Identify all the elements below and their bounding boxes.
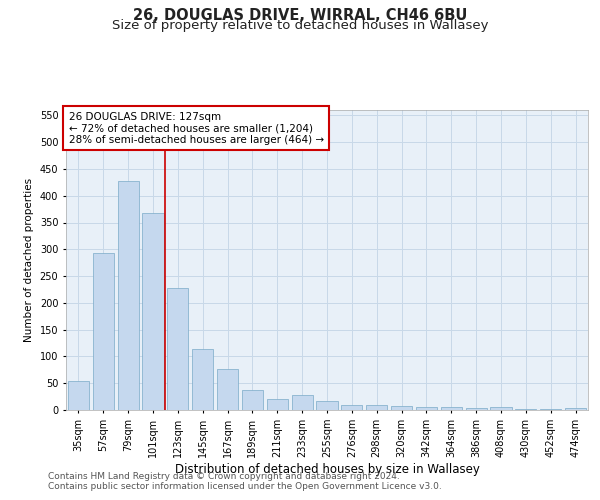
Bar xyxy=(466,408,487,410)
Text: Size of property relative to detached houses in Wallasey: Size of property relative to detached ho… xyxy=(112,19,488,32)
Bar xyxy=(167,288,188,410)
Bar xyxy=(68,380,89,410)
Y-axis label: Number of detached properties: Number of detached properties xyxy=(24,178,34,342)
Bar xyxy=(490,407,512,410)
Bar xyxy=(292,395,313,410)
Bar xyxy=(142,213,164,410)
Bar xyxy=(316,402,338,410)
Bar xyxy=(565,408,586,410)
Text: Contains public sector information licensed under the Open Government Licence v3: Contains public sector information licen… xyxy=(48,482,442,491)
Text: 26 DOUGLAS DRIVE: 127sqm
← 72% of detached houses are smaller (1,204)
28% of sem: 26 DOUGLAS DRIVE: 127sqm ← 72% of detach… xyxy=(68,112,324,144)
Bar xyxy=(93,253,114,410)
Bar xyxy=(242,390,263,410)
Bar xyxy=(416,407,437,410)
Bar xyxy=(118,180,139,410)
X-axis label: Distribution of detached houses by size in Wallasey: Distribution of detached houses by size … xyxy=(175,462,479,475)
Text: Contains HM Land Registry data © Crown copyright and database right 2024.: Contains HM Land Registry data © Crown c… xyxy=(48,472,400,481)
Text: 26, DOUGLAS DRIVE, WIRRAL, CH46 6BU: 26, DOUGLAS DRIVE, WIRRAL, CH46 6BU xyxy=(133,8,467,22)
Bar xyxy=(267,400,288,410)
Bar xyxy=(391,406,412,410)
Bar xyxy=(441,408,462,410)
Bar xyxy=(217,369,238,410)
Bar xyxy=(341,404,362,410)
Bar xyxy=(366,405,387,410)
Bar xyxy=(192,350,213,410)
